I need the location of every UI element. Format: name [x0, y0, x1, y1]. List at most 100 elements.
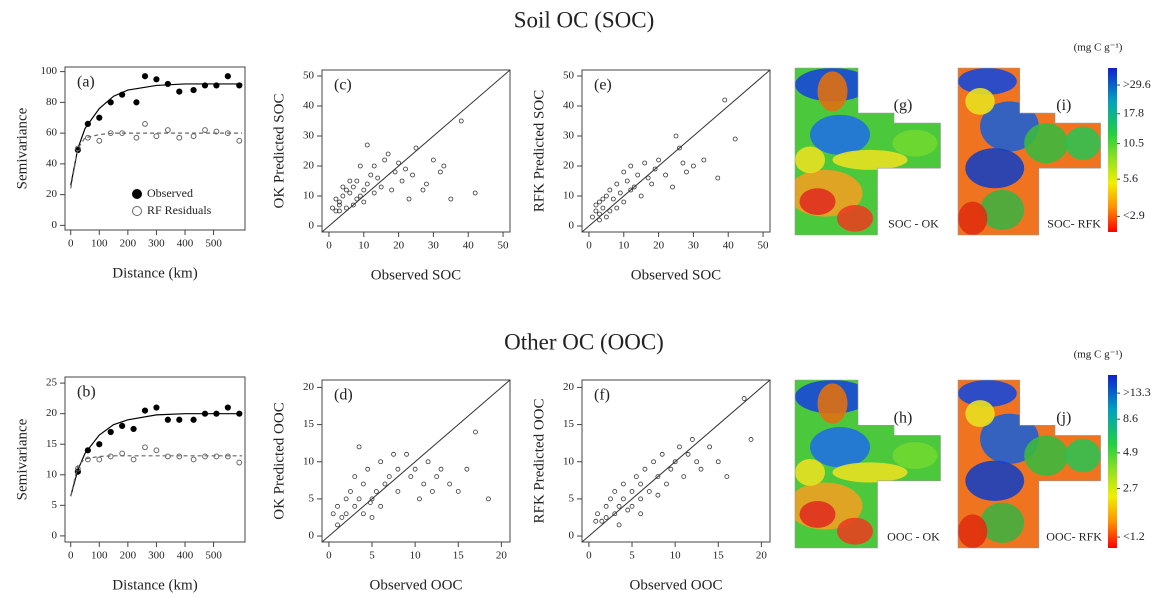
- legend-marker: [133, 190, 142, 199]
- data-point: [237, 83, 242, 88]
- colorbar: [1108, 375, 1117, 548]
- colorbar-tick-label: 17.8: [1123, 106, 1144, 120]
- data-point: [237, 411, 242, 416]
- map-patch: [810, 427, 870, 467]
- x-tick-label: 50: [758, 240, 770, 252]
- x-tick-label: 0: [68, 238, 74, 250]
- panel-label: (i): [1056, 97, 1071, 114]
- data-point: [120, 423, 125, 428]
- data-point: [225, 74, 230, 79]
- legend-label: Observed: [147, 186, 193, 200]
- x-tick-label: 300: [148, 550, 165, 562]
- y-tick-label: 100: [41, 65, 58, 77]
- y-tick-label: 5: [309, 492, 315, 504]
- map-patch: [958, 202, 987, 235]
- x-tick-label: 100: [91, 550, 108, 562]
- data-point: [97, 115, 102, 120]
- colorbar-tick-label: <1.2: [1123, 529, 1145, 543]
- x-tick-label: 100: [91, 238, 108, 250]
- map-patch: [795, 459, 825, 486]
- map-patch: [980, 190, 1024, 230]
- y-tick-label: 50: [303, 70, 315, 82]
- map-patch: [965, 400, 994, 427]
- y-tick-label: 40: [303, 100, 315, 112]
- x-tick-label: 10: [358, 240, 370, 252]
- x-tick-label: 300: [148, 238, 165, 250]
- y-tick-label: 5: [52, 499, 58, 511]
- map-patch: [833, 462, 908, 482]
- x-tick-label: 200: [120, 550, 137, 562]
- x-tick-label: 5: [629, 550, 635, 562]
- y-tick-label: 20: [303, 381, 315, 393]
- y-tick-label: 20: [46, 188, 58, 200]
- data-point: [165, 417, 170, 422]
- panel-label: (c): [334, 77, 352, 94]
- data-point: [142, 74, 147, 79]
- x-tick-label: 10: [410, 550, 422, 562]
- x-tick-label: 40: [463, 240, 475, 252]
- x-tick-label: 500: [205, 238, 222, 250]
- x-tick-label: 15: [713, 550, 725, 562]
- colorbar-tick-label: >13.3: [1123, 385, 1151, 399]
- data-point: [214, 411, 219, 416]
- map-patch: [810, 115, 870, 155]
- row-title: Other OC (OOC): [504, 329, 664, 354]
- x-tick-label: 400: [177, 550, 194, 562]
- colorbar-tick-label: <2.9: [1123, 208, 1145, 222]
- map-patch: [893, 442, 938, 469]
- x-axis-label: Observed SOC: [631, 267, 721, 283]
- map-patch: [1024, 435, 1068, 475]
- data-point: [202, 411, 207, 416]
- colorbar-tick-label: 8.6: [1123, 411, 1138, 425]
- y-tick-label: 60: [46, 127, 58, 139]
- data-point: [85, 448, 90, 453]
- y-tick-label: 10: [303, 455, 315, 467]
- panel-label: (e): [594, 77, 612, 94]
- x-tick-label: 20: [653, 240, 665, 252]
- map-patch: [980, 503, 1024, 543]
- x-tick-label: 30: [688, 240, 700, 252]
- y-tick-label: 50: [563, 70, 575, 82]
- panel-label: (j): [1056, 409, 1071, 426]
- map-caption: OOC- RFK: [1046, 530, 1102, 544]
- panel-label: (b): [77, 384, 96, 401]
- row-title: Soil OC (SOC): [514, 7, 655, 32]
- y-axis-label: Semivariance: [14, 107, 30, 189]
- x-tick-label: 50: [498, 240, 510, 252]
- x-tick-label: 10: [670, 550, 682, 562]
- y-tick-label: 30: [303, 130, 315, 142]
- map-caption: OOC - OK: [887, 530, 940, 544]
- colorbar-tick-label: 4.9: [1123, 445, 1138, 459]
- x-tick-label: 20: [496, 550, 508, 562]
- panel-label: (g): [894, 97, 913, 114]
- legend-label: RF Residuals: [147, 203, 212, 217]
- x-tick-label: 500: [205, 550, 222, 562]
- y-tick-label: 20: [563, 160, 575, 172]
- y-tick-label: 0: [309, 220, 315, 232]
- y-tick-label: 10: [563, 190, 575, 202]
- map-patch: [893, 130, 938, 157]
- map-caption: SOC- RFK: [1047, 217, 1101, 231]
- data-point: [154, 77, 159, 82]
- y-tick-label: 15: [563, 418, 575, 430]
- y-tick-label: 15: [303, 418, 315, 430]
- x-tick-label: 0: [586, 240, 592, 252]
- y-tick-label: 25: [46, 377, 58, 389]
- map-patch: [800, 501, 836, 528]
- y-axis-label: RFK Predicted SOC: [531, 90, 547, 213]
- x-axis-label: Distance (km): [112, 577, 197, 593]
- x-tick-label: 15: [453, 550, 465, 562]
- y-tick-label: 20: [303, 160, 315, 172]
- y-tick-label: 10: [563, 455, 575, 467]
- y-axis-label: OK Predicted SOC: [271, 94, 287, 209]
- data-point: [177, 417, 182, 422]
- data-point: [191, 417, 196, 422]
- x-axis-label: Distance (km): [112, 265, 197, 281]
- map-patch: [958, 514, 987, 548]
- x-tick-label: 200: [120, 238, 137, 250]
- map-patch: [800, 188, 836, 215]
- map-patch: [965, 148, 1024, 188]
- x-tick-label: 10: [618, 240, 630, 252]
- data-point: [142, 408, 147, 413]
- data-point: [214, 83, 219, 88]
